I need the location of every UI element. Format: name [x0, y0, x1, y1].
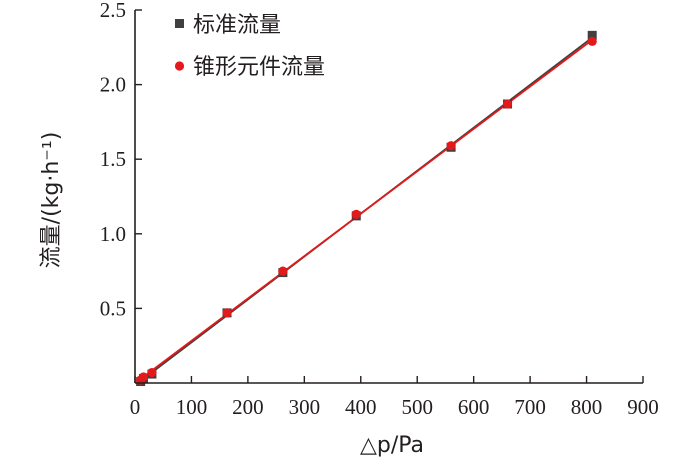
data-point-circle — [222, 308, 232, 318]
legend-label-cone-element-flow: 锥形元件流量 — [193, 55, 325, 80]
x-tick-label: 400 — [345, 395, 377, 419]
data-point-circle — [446, 141, 456, 151]
data-point-circle — [502, 99, 513, 109]
data-point-circle — [587, 36, 597, 46]
y-tick-label: 2.0 — [100, 73, 126, 97]
plot-area — [136, 30, 597, 387]
x-tick-label: 700 — [514, 395, 546, 419]
data-point-square — [587, 30, 597, 40]
x-tick-label: 800 — [571, 395, 603, 419]
y-axis-title-text: 流量/(kg·h⁻¹) — [39, 132, 64, 269]
x-tick-label: 600 — [458, 395, 490, 419]
x-tick-label: 900 — [627, 395, 659, 419]
data-point-circle — [278, 266, 288, 276]
x-tick-label: 500 — [401, 395, 433, 419]
legend-label-standard-flow: 标准流量 — [193, 13, 281, 38]
x-axis-title: △p/Pa — [360, 433, 424, 458]
x-tick-label: 200 — [232, 395, 264, 419]
x-tick-label: 300 — [289, 395, 321, 419]
y-tick-label: 1.5 — [100, 147, 126, 171]
y-tick-label: 2.5 — [100, 0, 126, 22]
x-tick-label: 0 — [130, 395, 141, 419]
series-line-1 — [140, 39, 593, 380]
y-tick-label: 1.0 — [100, 222, 126, 246]
data-point-circle — [147, 367, 157, 378]
ticks: 0 100 200 300 400 500 600 700 800 900 0.5 1.0 1.5 2.0… — [100, 0, 659, 419]
y-axis-title: 流量/(kg·h⁻¹) — [39, 132, 64, 269]
legend-circle-marker — [174, 61, 185, 71]
x-axis-title-text: △p/Pa — [360, 433, 424, 458]
data-point-circle — [351, 209, 361, 220]
data-point-circle — [138, 372, 149, 382]
x-tick-label: 100 — [176, 395, 208, 419]
y-tick-label: 0.5 — [100, 296, 126, 320]
legend-square-marker — [175, 19, 184, 28]
axes — [134, 10, 643, 384]
legend: 标准流量 锥形元件流量 — [174, 13, 325, 80]
